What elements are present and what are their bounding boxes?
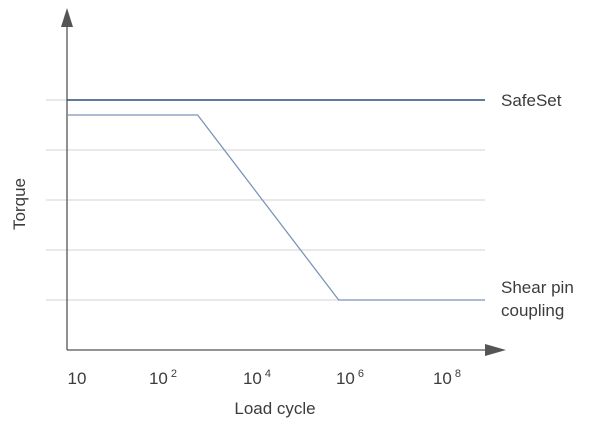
axes — [61, 8, 506, 356]
series-label-shear-pin-coupling: coupling — [501, 301, 564, 320]
x-tick-label: 10 — [68, 369, 87, 388]
grid-lines — [46, 99, 485, 301]
series-label-safeset: SafeSet — [501, 91, 562, 110]
labels: SafeSet Shear pin coupling 10 10 2 10 4 10 6 10 8 Lo… — [10, 91, 574, 418]
x-tick-label: 10 8 — [433, 368, 461, 388]
series-lines — [67, 99, 485, 301]
x-axis-title: Load cycle — [234, 399, 315, 418]
y-axis-title: Torque — [10, 178, 29, 230]
x-axis-arrow-icon — [485, 344, 506, 356]
x-tick-label: 10 2 — [149, 368, 177, 388]
x-tick-label: 10 6 — [336, 368, 364, 388]
series-line-shear-pin-coupling — [67, 114, 485, 301]
y-axis-arrow-icon — [61, 8, 73, 27]
series-label-shear-pin-coupling: Shear pin — [501, 278, 574, 297]
x-tick-label: 10 4 — [243, 368, 271, 388]
